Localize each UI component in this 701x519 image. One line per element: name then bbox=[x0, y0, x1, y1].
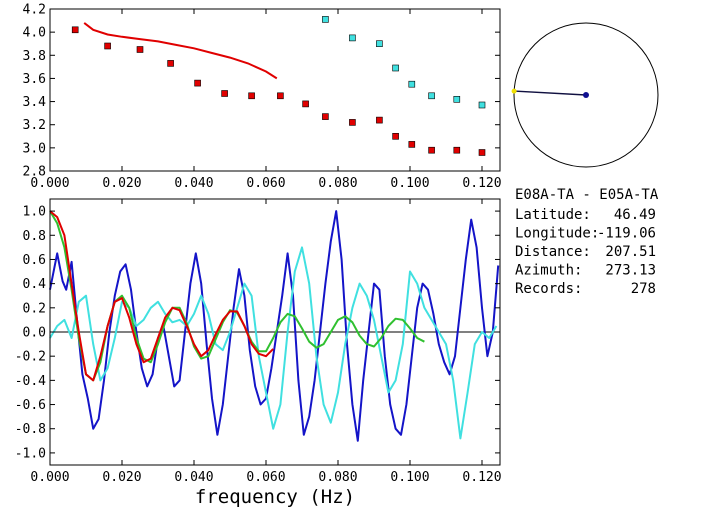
dispersion-point bbox=[349, 34, 356, 42]
x-tick-label: 0.060 bbox=[246, 176, 285, 191]
azimuth-map bbox=[511, 22, 659, 168]
dispersion-point bbox=[136, 46, 144, 53]
x-tick-label: 0.060 bbox=[246, 470, 285, 485]
y-tick-label: 3.8 bbox=[23, 49, 46, 64]
info-value: 273.13 bbox=[605, 263, 656, 279]
azimuth-end-marker bbox=[511, 88, 517, 94]
y-tick-label: 0.4 bbox=[23, 277, 47, 292]
y-tick-label: 2.8 bbox=[23, 165, 46, 180]
correlation-panel: 0.000 0.020 0.040 0.060 0.080 0.100 0.120 1.0 0.… bbox=[15, 198, 502, 508]
station-pair: E08A-TA - E05A-TA bbox=[515, 187, 659, 203]
x-tick-label: 0.040 bbox=[174, 176, 213, 191]
azimuth-line bbox=[514, 90, 587, 96]
dispersion-panel: 0.000 0.020 0.040 0.060 0.080 0.100 0.120 2.8 3.… bbox=[23, 3, 502, 192]
dispersion-point bbox=[408, 80, 416, 88]
dispersion-point bbox=[104, 42, 111, 50]
station-center-marker bbox=[583, 92, 589, 98]
cyan-correlation-line bbox=[49, 246, 498, 440]
dispersion-point bbox=[428, 92, 435, 100]
x-tick-label: 0.080 bbox=[318, 176, 357, 191]
y-tick-label: 0.6 bbox=[23, 253, 46, 268]
y-tick-label: 0.0 bbox=[23, 326, 46, 341]
dispersion-point bbox=[277, 92, 284, 100]
x-tick-label: 0.080 bbox=[318, 470, 357, 485]
dispersion-point bbox=[392, 133, 399, 140]
x-tick-label: 0.040 bbox=[174, 470, 213, 485]
info-label: Latitude: bbox=[515, 207, 591, 223]
dispersion-curve bbox=[83, 22, 278, 80]
red-model-line bbox=[49, 210, 274, 382]
y-tick-label: 3.0 bbox=[23, 141, 46, 156]
dispersion-point bbox=[248, 92, 255, 100]
y-tick-label: 0.2 bbox=[23, 301, 46, 316]
dispersion-point bbox=[322, 113, 329, 120]
dispersion-point bbox=[478, 149, 486, 156]
y-tick-label: -0.2 bbox=[15, 350, 46, 365]
x-tick-label: 0.120 bbox=[462, 470, 501, 485]
dispersion-point bbox=[453, 96, 461, 103]
x-tick-label: 0.100 bbox=[390, 470, 429, 485]
info-value: -119.06 bbox=[597, 226, 656, 242]
x-tick-label: 0.020 bbox=[102, 470, 141, 485]
y-tick-label: 1.0 bbox=[23, 205, 46, 220]
y-tick-label: 3.2 bbox=[23, 118, 46, 133]
y-tick-label: -0.8 bbox=[15, 422, 46, 437]
blue-correlation-line bbox=[49, 210, 500, 442]
y-tick-label: 3.4 bbox=[23, 95, 47, 110]
y-tick-label: 4.0 bbox=[23, 26, 46, 41]
dispersion-point bbox=[376, 116, 383, 124]
x-axis-label: frequency (Hz) bbox=[195, 486, 355, 508]
info-value: 207.51 bbox=[605, 244, 656, 260]
dispersion-point bbox=[194, 79, 201, 87]
dispersion-point bbox=[71, 26, 79, 34]
y-tick-label: 3.6 bbox=[23, 72, 46, 87]
dispersion-point bbox=[322, 16, 329, 23]
info-value: 278 bbox=[631, 281, 656, 297]
y-tick-label: -0.4 bbox=[15, 374, 46, 389]
x-tick-label: 0.100 bbox=[390, 176, 429, 191]
info-label: Longitude: bbox=[515, 226, 599, 242]
info-value: 46.49 bbox=[614, 207, 656, 223]
dispersion-point bbox=[376, 40, 383, 48]
dispersion-point bbox=[392, 64, 399, 72]
dispersion-frame bbox=[49, 8, 501, 172]
info-label: Distance: bbox=[515, 244, 591, 260]
info-label: Records: bbox=[515, 281, 582, 297]
station-info: E08A-TA - E05A-TA Latitude: 46.49 Longitud… bbox=[515, 187, 659, 297]
azimuth-circle bbox=[513, 22, 659, 168]
x-tick-label: 0.000 bbox=[30, 176, 69, 191]
dispersion-point bbox=[428, 146, 435, 154]
dispersion-point bbox=[302, 100, 309, 108]
dispersion-point bbox=[167, 60, 174, 67]
dispersion-point bbox=[453, 146, 461, 154]
x-tick-label: 0.020 bbox=[102, 176, 141, 191]
y-tick-label: -0.6 bbox=[15, 398, 46, 413]
y-tick-label: 0.8 bbox=[23, 229, 46, 244]
y-tick-label: -1.0 bbox=[15, 446, 46, 461]
dispersion-point bbox=[478, 101, 486, 109]
info-label: Azimuth: bbox=[515, 263, 582, 279]
x-tick-label: 0.120 bbox=[462, 176, 501, 191]
dispersion-point bbox=[221, 90, 228, 97]
y-tick-label: 4.2 bbox=[23, 3, 46, 18]
dispersion-point bbox=[408, 141, 416, 148]
x-tick-label: 0.000 bbox=[30, 470, 69, 485]
dispersion-point bbox=[349, 119, 356, 126]
